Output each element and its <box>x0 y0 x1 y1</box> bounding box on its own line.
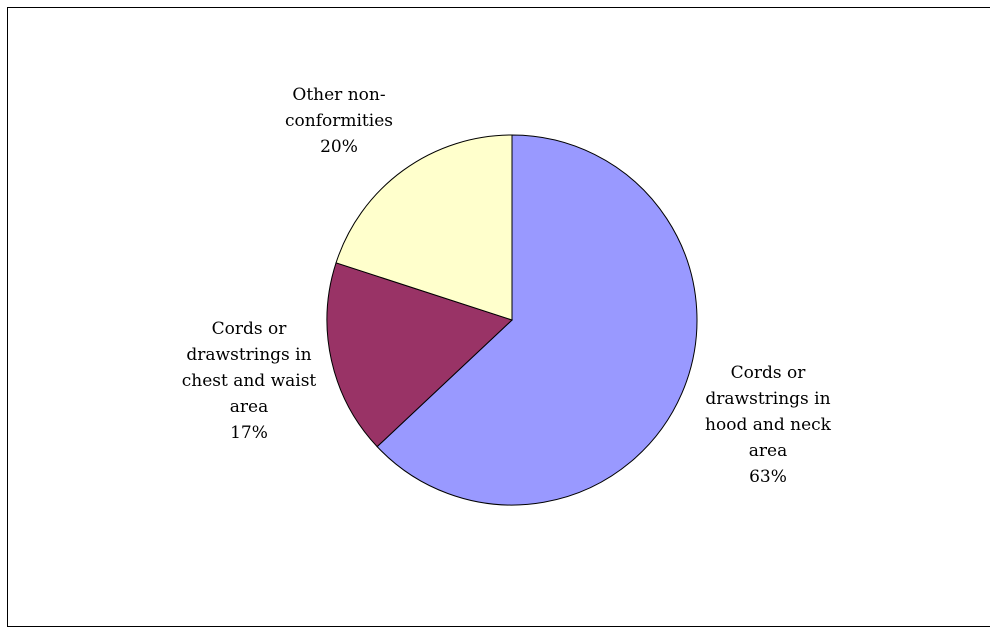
slice-label-line: drawstrings in <box>705 389 830 409</box>
slice-label-line: drawstrings in <box>186 345 311 365</box>
slice-label-line: area <box>230 397 268 417</box>
slice-label-line: conformities <box>285 111 393 131</box>
slice-label-line: chest and waist <box>182 371 317 391</box>
pie-slice-2 <box>326 262 513 448</box>
slice-label-line: Other non- <box>292 85 385 105</box>
slice-percent: 17% <box>230 423 268 443</box>
slice-percent: 20% <box>320 137 358 157</box>
pie-slice-3 <box>335 134 513 321</box>
slice-percent: 63% <box>749 467 787 487</box>
slice-label-3: Other non-conformities 20% <box>285 85 393 157</box>
slice-label-2: Cords or drawstrings in chest and waist are… <box>182 319 317 443</box>
slice-label-1: Cords or drawstrings in hood and neck area 6… <box>705 363 832 487</box>
pie-chart: Cords or drawstrings in hood and neck area 6… <box>182 85 832 506</box>
slice-label-line: hood and neck <box>705 415 832 435</box>
slice-label-line: area <box>749 441 787 461</box>
pie-slice-1 <box>376 134 698 506</box>
slice-label-line: Cords or <box>212 319 288 339</box>
slice-label-line: Cords or <box>731 363 807 383</box>
